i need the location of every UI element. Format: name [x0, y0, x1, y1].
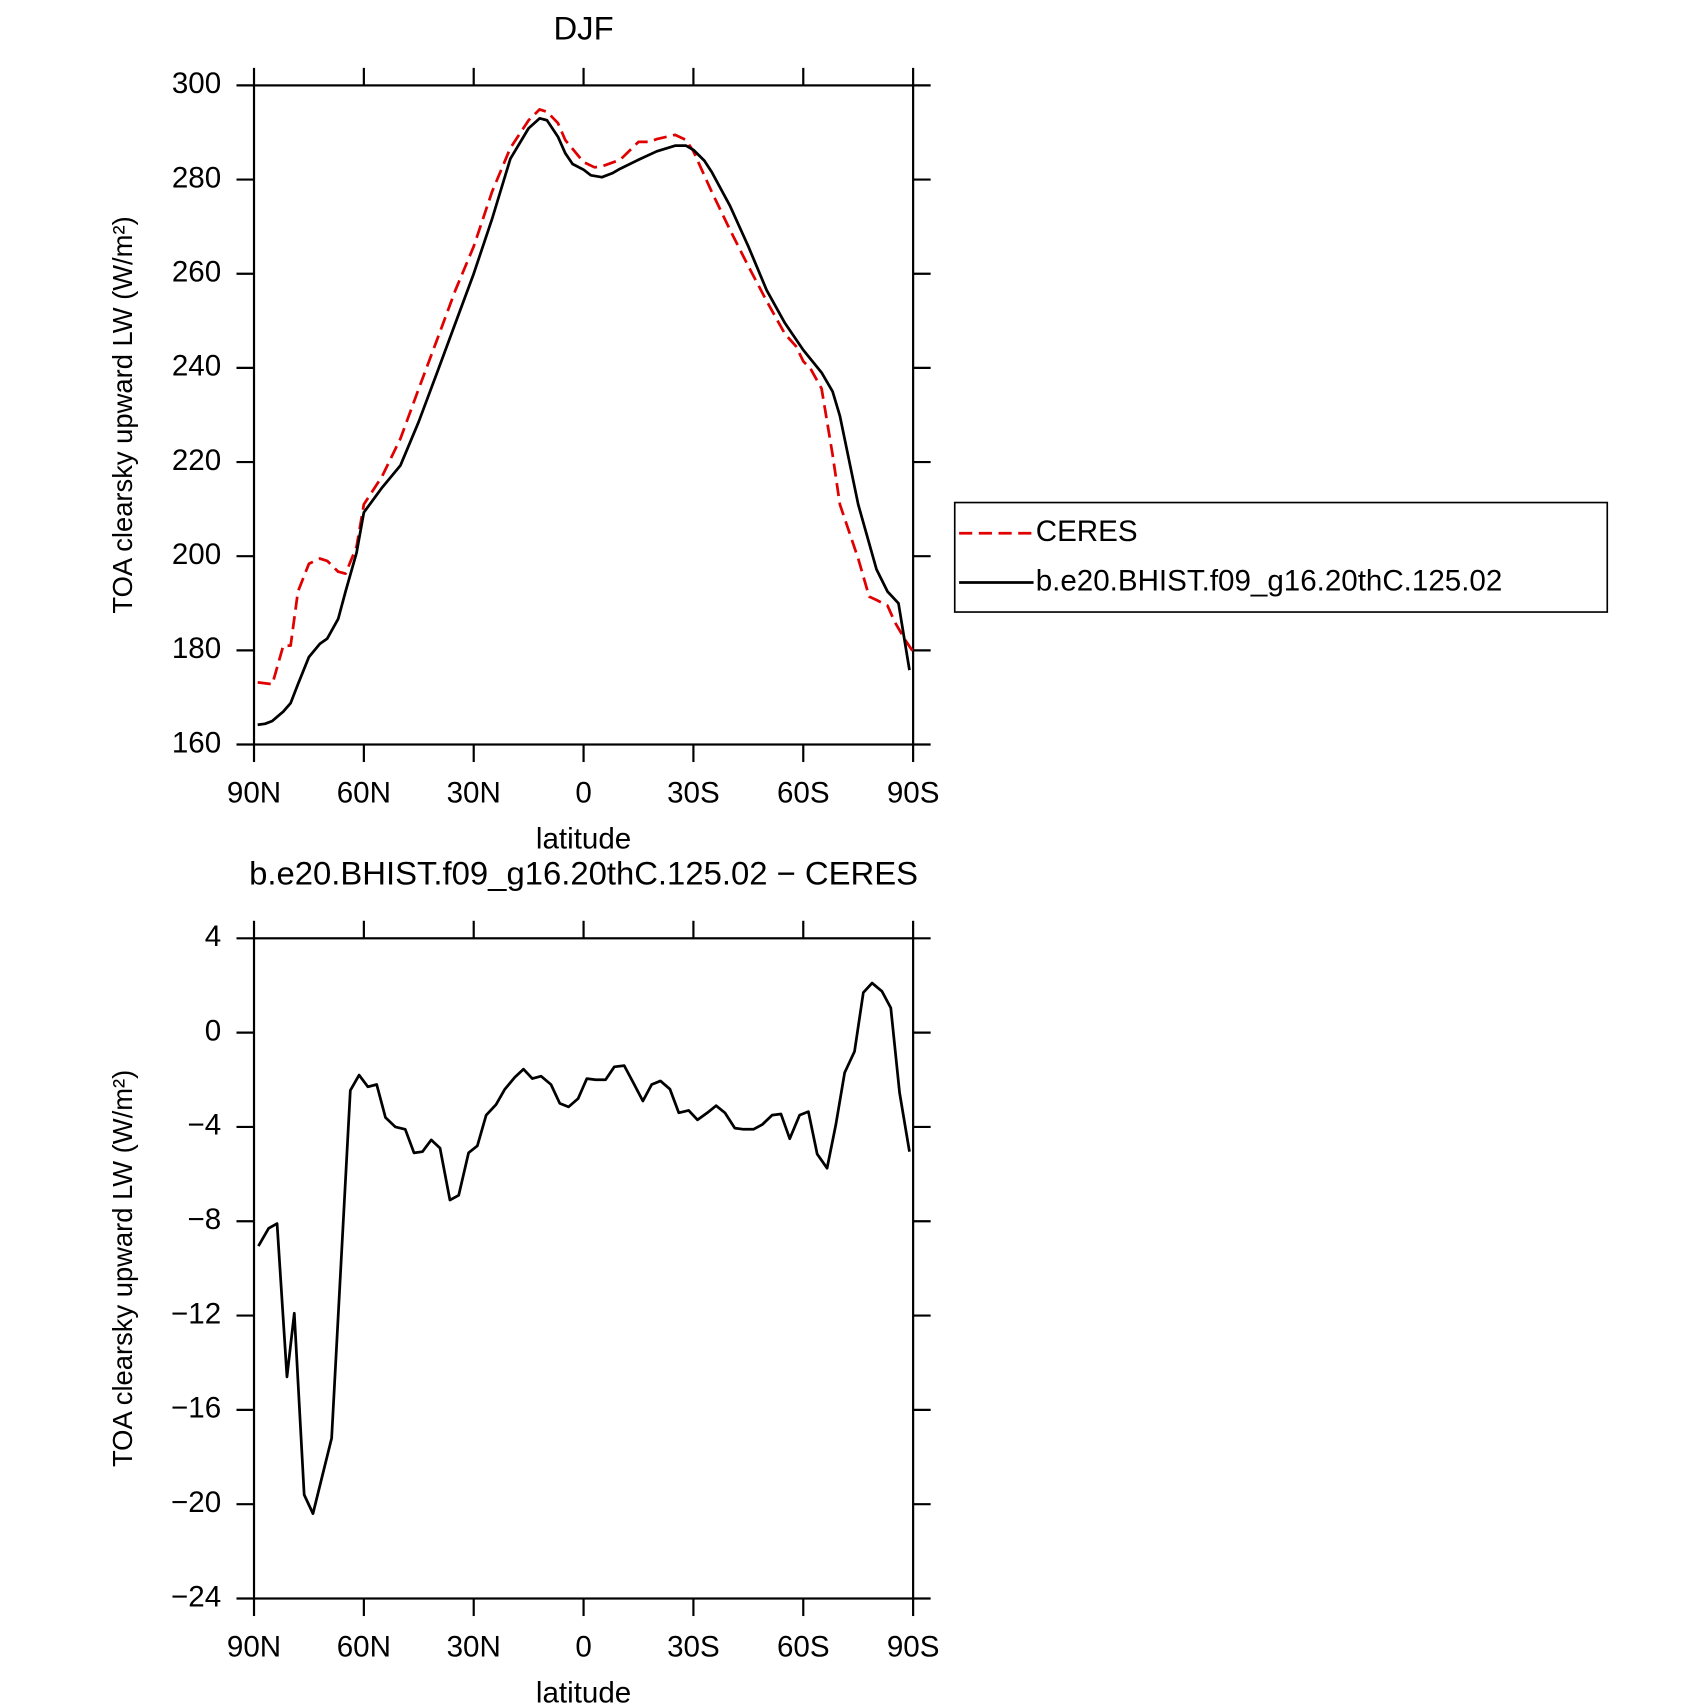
x-tick-label: 60N: [337, 777, 391, 810]
data-line: [257, 981, 911, 1515]
plot-frame: [252, 84, 915, 746]
chart-title: DJF: [553, 9, 613, 46]
x-tick-label: 30S: [667, 1631, 720, 1664]
y-axis-label: TOA clearsky upward LW (W/m²): [107, 216, 138, 613]
y-tick-label: −12: [171, 1297, 221, 1330]
legend: CERES b.e20.BHIST.f09_g16.20thC.125.02: [953, 501, 1609, 613]
y-tick-label: −8: [187, 1203, 221, 1236]
x-tick-label: 30N: [447, 777, 501, 810]
x-tick-label: 60S: [777, 1631, 830, 1664]
legend-label: CERES: [1036, 515, 1138, 548]
legend-label: b.e20.BHIST.f09_g16.20thC.125.02: [1036, 564, 1503, 597]
x-tick-label: 90N: [227, 777, 281, 810]
y-tick-label: 220: [172, 444, 221, 477]
x-tick-label: 30S: [667, 777, 720, 810]
y-tick-label: −24: [171, 1580, 221, 1613]
data-line: [257, 108, 915, 686]
plot-frame: [252, 937, 915, 1600]
chart-title: b.e20.BHIST.f09_g16.20thC.125.02 − CERES: [249, 855, 918, 892]
data-line: [257, 116, 911, 727]
y-tick-label: 240: [172, 350, 221, 383]
legend-box: [953, 501, 1609, 613]
y-tick-label: −4: [187, 1109, 221, 1142]
x-tick-label: 60S: [777, 777, 830, 810]
y-tick-label: −16: [171, 1392, 221, 1425]
y-tick-label: 160: [172, 726, 221, 759]
x-tick-label: 30N: [447, 1631, 501, 1664]
y-tick-label: 180: [172, 632, 221, 665]
y-tick-label: −20: [171, 1486, 221, 1519]
x-tick-label: 0: [575, 777, 591, 810]
y-tick-label: 280: [172, 161, 221, 194]
y-tick-label: 300: [172, 67, 221, 100]
x-tick-label: 60N: [337, 1631, 391, 1664]
y-tick-label: 0: [205, 1014, 221, 1047]
y-axis-label: TOA clearsky upward LW (W/m²): [107, 1070, 138, 1467]
y-tick-label: 4: [205, 920, 221, 953]
x-tick-label: 0: [575, 1631, 591, 1664]
x-tick-label: 90S: [887, 777, 940, 810]
y-tick-label: 260: [172, 256, 221, 289]
x-tick-label: 90S: [887, 1631, 940, 1664]
x-tick-label: 90N: [227, 1631, 281, 1664]
y-tick-label: 200: [172, 538, 221, 571]
x-axis-label: latitude: [536, 1677, 631, 1708]
x-axis-label: latitude: [536, 823, 631, 856]
